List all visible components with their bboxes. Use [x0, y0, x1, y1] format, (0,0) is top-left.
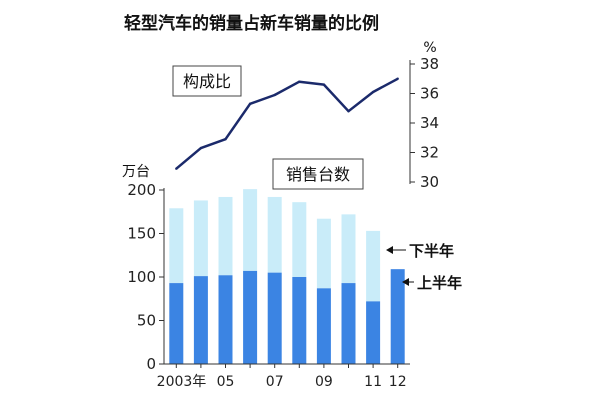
- bar-lower-half-07: [267, 196, 282, 273]
- bar-upper-half-05: [218, 275, 233, 364]
- share-point-08: [298, 80, 301, 83]
- bar-lower-half-08: [292, 202, 307, 277]
- share-point-07: [273, 93, 276, 97]
- bar-lower-half-09: [316, 218, 331, 289]
- line-panel-label-box: 构成比: [172, 65, 242, 97]
- bar-y-tick-label-150: 150: [127, 225, 156, 243]
- share-point-2003年: [175, 167, 178, 170]
- share-point-12: [396, 77, 399, 80]
- line-layer: [175, 77, 399, 170]
- bar-upper-half-08: [292, 277, 307, 364]
- bar-lower-half-10: [341, 214, 356, 284]
- legend-arrow-lower: [386, 246, 393, 254]
- bar-upper-half-06: [243, 270, 258, 364]
- legend-arrow-upper: [402, 278, 409, 286]
- chart-title: 轻型汽车的销量占新车销量的比例: [124, 13, 379, 34]
- legend-label-lower: 下半年: [409, 242, 454, 260]
- legend-lower-half: 下半年: [386, 242, 454, 260]
- bar-upper-half-04: [193, 276, 208, 364]
- bar-lower-half-06: [243, 189, 258, 271]
- x-tick-label-2003年: 2003年: [157, 374, 207, 390]
- bar-unit-label: 万台: [122, 164, 150, 180]
- bar-upper-half-12: [390, 269, 405, 364]
- share-point-05: [224, 138, 227, 141]
- bar-upper-half-10: [341, 283, 356, 364]
- share-point-09: [322, 83, 326, 86]
- x-tick-label-12: 12: [389, 374, 407, 390]
- bar-y-tick-label-50: 50: [137, 312, 156, 330]
- share-point-04: [199, 146, 203, 150]
- bar-upper-half-09: [316, 288, 331, 364]
- bars-layer: [169, 189, 405, 364]
- x-tick-label-07: 07: [266, 374, 284, 390]
- share-point-10: [347, 110, 350, 113]
- bar-lower-half-11: [366, 230, 381, 302]
- x-tick-label-05: 05: [217, 374, 235, 390]
- bar-panel-label-box: 销售台数: [272, 158, 364, 190]
- x-tick-label-09: 09: [315, 374, 333, 390]
- bar-panel-label: 销售台数: [286, 165, 350, 184]
- bar-y-tick-label-200: 200: [127, 181, 156, 199]
- bar-upper-half-07: [267, 272, 282, 364]
- line-y-tick-label-38: 38: [420, 55, 439, 73]
- bar-lower-half-05: [218, 196, 233, 276]
- bar-upper-half-2003年: [169, 283, 184, 364]
- legend-label-upper: 上半年: [417, 274, 462, 292]
- line-panel-label-frame: [172, 65, 242, 97]
- bar-lower-half-04: [193, 200, 208, 277]
- line-y-tick-label-32: 32: [420, 144, 439, 162]
- line-y-tick-label-30: 30: [420, 173, 439, 191]
- axes-layer: 0 50 100 150 200 2003年 05 07 09 11 12 30 32 34 36 38: [127, 55, 439, 390]
- share-line: [175, 77, 399, 170]
- share-point-06: [248, 102, 252, 106]
- share-point-11: [371, 90, 375, 94]
- bar-y-tick-label-100: 100: [127, 268, 156, 286]
- legend-upper-half: 上半年: [402, 274, 462, 292]
- bar-panel-label-frame: [272, 158, 364, 190]
- bar-upper-half-11: [366, 301, 381, 364]
- bar-y-tick-label-0: 0: [146, 355, 156, 373]
- line-panel-label: 构成比: [183, 72, 231, 91]
- line-unit-label: %: [423, 40, 436, 56]
- line-y-tick-label-36: 36: [420, 85, 439, 103]
- x-tick-label-11: 11: [364, 374, 382, 390]
- bar-lower-half-2003年: [169, 208, 184, 284]
- line-y-tick-label-34: 34: [420, 114, 439, 132]
